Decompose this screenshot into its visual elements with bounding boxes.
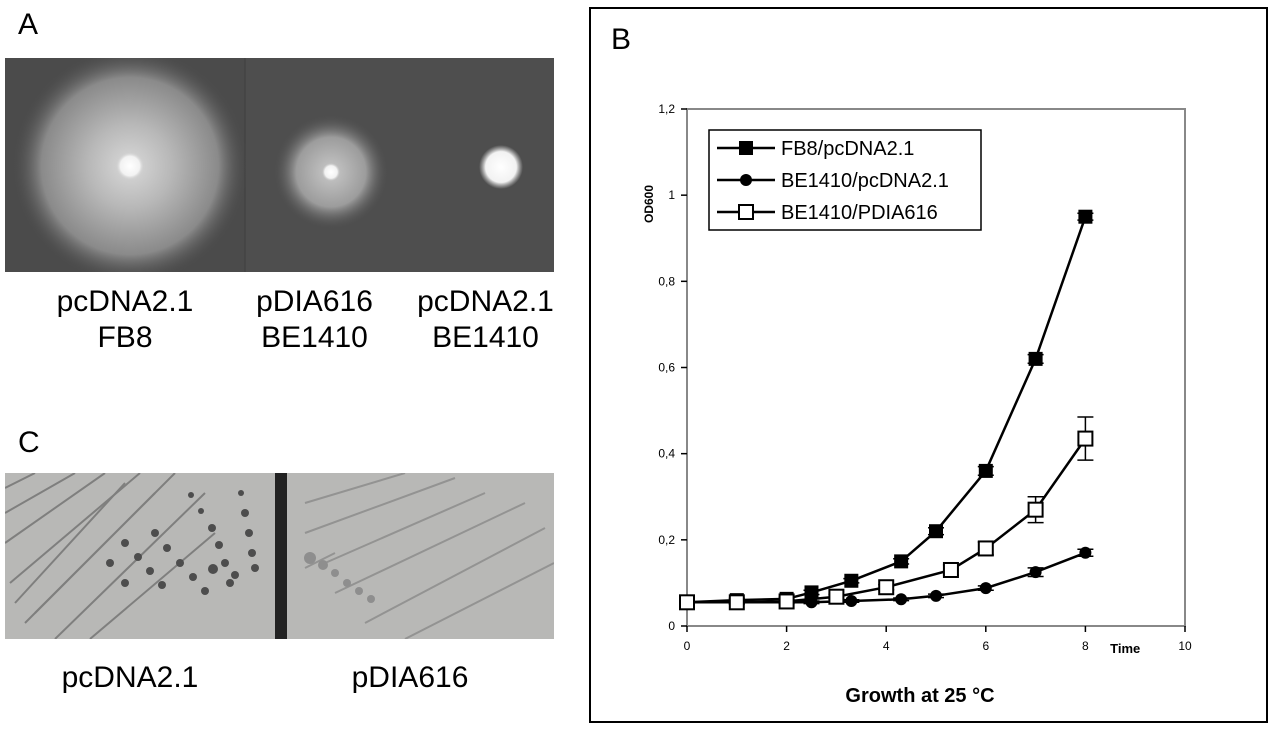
y-axis-label: OD600: [642, 185, 656, 223]
legend-item-2: BE1410/PDIA616: [717, 202, 938, 224]
data-point: [1077, 430, 1094, 447]
legend-item-1: BE1410/pcDNA2.1: [717, 170, 949, 192]
data-point: [942, 561, 959, 578]
panel-a-label-2: pDIA616 BE1410: [256, 285, 373, 354]
data-point: [739, 141, 753, 155]
series-line: [686, 216, 1087, 604]
growth-chart: 0 0,2 0,4 0,6 0,8 1 1,2 0 2 4 6 8 10 FB8/pcDNA2.1 BE1…: [642, 102, 1192, 707]
data-point: [930, 589, 942, 602]
data-point: [1029, 566, 1042, 579]
x-tick-label: 2: [783, 639, 790, 653]
panel-b-frame: B 0 0,2 0,4 0,6 0,8 1 1,2 0 2 4 6 8 10 FB8/pcDNA2.1 B…: [589, 7, 1268, 723]
y-tick-label: 0,4: [658, 447, 675, 461]
x-tick-label: 10: [1178, 639, 1192, 653]
data-point: [979, 582, 992, 595]
data-point: [679, 594, 695, 611]
data-point: [844, 573, 859, 588]
panel-a-letter: A: [18, 8, 39, 41]
panel-a-label-3: pcDNA2.1 BE1410: [417, 285, 554, 354]
panel-c-label-2: pDIA616: [351, 661, 469, 694]
y-tick-label: 0: [668, 619, 675, 633]
data-point: [977, 540, 994, 557]
data-point: [804, 585, 819, 600]
legend-label: BE1410/pcDNA2.1: [781, 170, 949, 192]
series-0: [679, 209, 1094, 610]
y-tick-label: 1,2: [658, 102, 675, 116]
panel-a-label-1: pcDNA2.1 FB8: [56, 285, 194, 354]
data-point: [1028, 351, 1043, 366]
y-tick-label: 1: [668, 188, 675, 202]
panel-b-letter: B: [611, 23, 632, 56]
y-tick-label: 0,2: [658, 533, 675, 547]
x-axis-end-label: Time: [1110, 641, 1140, 656]
data-point: [778, 593, 795, 610]
data-point: [740, 174, 752, 186]
data-point: [1078, 209, 1093, 224]
x-tick-label: 6: [982, 639, 989, 653]
panel-c-letter: C: [18, 426, 40, 459]
legend-label: BE1410/PDIA616: [781, 202, 938, 224]
series-2: [679, 416, 1094, 611]
x-tick-label: 0: [684, 639, 691, 653]
data-point: [978, 463, 993, 478]
data-point: [738, 204, 754, 220]
data-point: [894, 554, 909, 569]
panel-c-streak-photo: [5, 473, 554, 639]
data-point: [828, 588, 845, 605]
data-point: [1079, 546, 1092, 559]
panel-c-colonies-right: [304, 552, 375, 603]
x-tick-label: 8: [1082, 639, 1089, 653]
y-tick-label: 0,8: [658, 274, 675, 288]
series-line: [687, 437, 1087, 604]
y-tick-label: 0,6: [658, 361, 675, 375]
panel-c-colonies-left: [106, 490, 259, 595]
data-point: [878, 579, 895, 596]
panel-c-divider: [275, 473, 287, 639]
panel-c-label-1: pcDNA2.1: [61, 661, 199, 694]
data-point: [845, 595, 858, 608]
panel-a-plate-photo: [5, 58, 554, 272]
x-axis-label: Growth at 25 °C: [845, 685, 994, 707]
data-point: [728, 594, 745, 611]
x-tick-label: 4: [883, 639, 890, 653]
legend-label: FB8/pcDNA2.1: [781, 138, 914, 160]
data-point: [895, 593, 908, 606]
data-point: [929, 524, 943, 539]
legend-item-0: FB8/pcDNA2.1: [717, 138, 914, 160]
data-point: [1027, 501, 1044, 518]
colony-pcdna-be1410: [479, 145, 523, 189]
